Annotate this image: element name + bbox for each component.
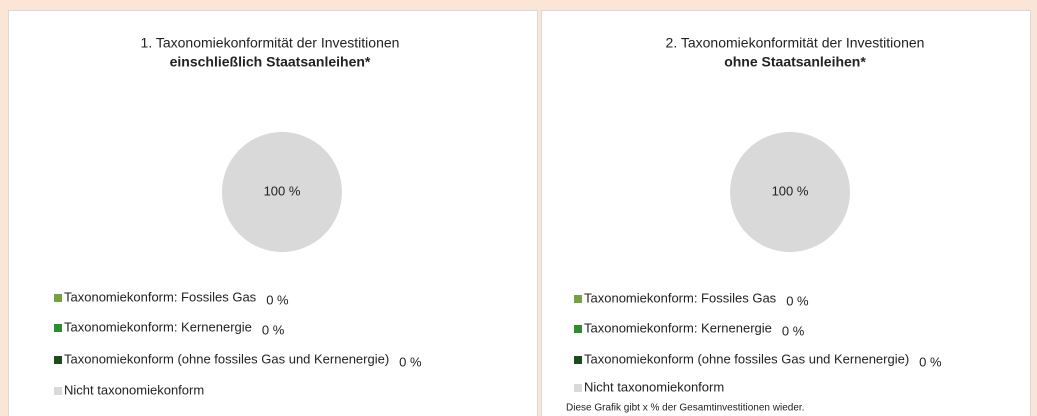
chart-title: 1. Taxonomiekonformität der Investitione… (141, 35, 400, 51)
legend-value: 0 % (782, 323, 805, 338)
legend-label: Taxonomiekonform: Kernenergie (584, 320, 772, 335)
legend-value: 0 % (266, 292, 289, 307)
chart-title: 2. Taxonomiekonformität der Investitione… (666, 35, 925, 51)
legend-label: Taxonomiekonform (ohne fossiles Gas und … (64, 351, 389, 366)
legend-swatch (574, 295, 582, 303)
legend-swatch (54, 356, 62, 364)
legend-label: Taxonomiekonform: Kernenergie (64, 319, 252, 334)
legend-swatch (54, 294, 62, 302)
legend-value: 0 % (399, 354, 422, 369)
slice-label: 100 % (264, 183, 301, 198)
pie-slice (730, 132, 850, 252)
legend-swatch (574, 384, 582, 392)
legend-label: Taxonomiekonform: Fossiles Gas (584, 290, 777, 305)
legend-swatch (54, 324, 62, 332)
legend-value: 0 % (786, 293, 809, 308)
pie-slice (222, 132, 342, 252)
legend-swatch (574, 356, 582, 364)
footnote: Diese Grafik gibt x % der Gesamtinvestit… (566, 403, 804, 414)
legend-swatch (574, 325, 582, 333)
legend-label: Taxonomiekonform: Fossiles Gas (64, 289, 257, 304)
chart-subtitle: ohne Staatsanleihen* (724, 54, 866, 70)
slice-label: 100 % (772, 183, 809, 198)
legend-label: Taxonomiekonform (ohne fossiles Gas und … (584, 351, 909, 366)
legend-value: 0 % (919, 354, 942, 369)
chart-subtitle: einschließlich Staatsanleihen* (170, 54, 371, 70)
legend-swatch (54, 387, 62, 395)
legend-label: Nicht taxonomiekonform (584, 379, 724, 394)
legend-value: 0 % (262, 322, 285, 337)
legend-label: Nicht taxonomiekonform (64, 382, 204, 397)
